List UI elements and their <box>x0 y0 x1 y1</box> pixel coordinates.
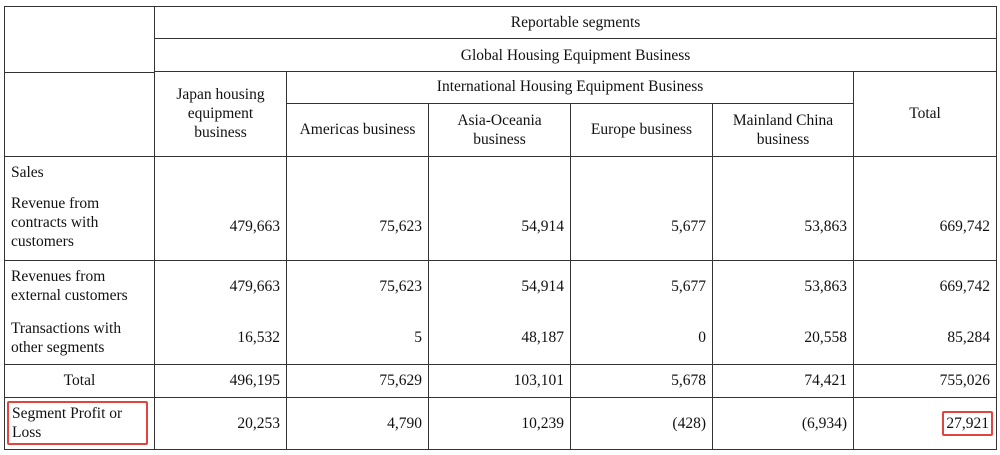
cell-value: 5,677 <box>570 155 713 261</box>
header-row-3: Japan housing equipment business Interna… <box>4 71 998 157</box>
cell-value: 75,623 <box>286 259 429 312</box>
cell-value: 669,742 <box>853 155 998 261</box>
header-mainland-china: Mainland China business <box>711 102 855 157</box>
row-label-sales-block: Sales Revenue from contracts with custom… <box>4 155 155 261</box>
cell-value: 20,558 <box>711 312 855 365</box>
cell-value: (428) <box>570 396 713 450</box>
row-label-sales: Sales <box>11 163 44 181</box>
cell-value: 16,532 <box>154 312 287 365</box>
header-total: Total <box>853 71 998 157</box>
header-reportable-segments: Reportable segments <box>153 6 998 39</box>
header-row-1: Reportable segments <box>4 6 998 73</box>
cell-value: 4,790 <box>286 396 429 450</box>
table-row: Revenues from external customers 479,663… <box>4 259 998 312</box>
segment-table-body: Japan housing equipment business Interna… <box>4 71 998 450</box>
corner-cell <box>4 6 155 73</box>
header-global-housing: Global Housing Equipment Business <box>153 38 998 72</box>
cell-value: 5,677 <box>570 259 713 312</box>
cell-value: 54,914 <box>428 259 571 312</box>
cell-value: 479,663 <box>154 259 287 312</box>
cell-value: 74,421 <box>711 363 855 398</box>
header-row-2: Global Housing Equipment Business <box>5 38 998 72</box>
cell-value: 85,284 <box>853 312 998 365</box>
row-label-total: Total <box>4 363 155 398</box>
cell-value: 53,863 <box>711 259 855 312</box>
cell-value: 75,623 <box>286 155 429 261</box>
header-japan-housing: Japan housing equipment business <box>154 71 287 157</box>
header-europe: Europe business <box>570 102 713 157</box>
cell-value: 479,663 <box>154 155 287 261</box>
corner-cell-lower <box>4 71 155 157</box>
cell-value: 48,187 <box>428 312 571 365</box>
row-label-segment-profit: Segment Profit or Loss <box>7 401 148 445</box>
header-americas: Americas business <box>286 102 429 157</box>
row-label-segment-profit-cell: Segment Profit or Loss <box>4 396 155 450</box>
table-row: Sales Revenue from contracts with custom… <box>4 155 998 261</box>
cell-value: 75,629 <box>286 363 429 398</box>
segment-table: Reportable segments Global Housing Equip… <box>4 6 998 73</box>
cell-value: 10,239 <box>428 396 571 450</box>
cell-value: 669,742 <box>853 259 998 312</box>
header-asia-oceania: Asia-Oceania business <box>428 102 571 157</box>
table-row: Segment Profit or Loss 20,253 4,790 10,2… <box>4 396 998 450</box>
cell-value: 5,678 <box>570 363 713 398</box>
header-international-housing: International Housing Equipment Business <box>285 71 855 104</box>
cell-value: 755,026 <box>853 363 998 398</box>
row-label-transactions-other: Transactions with other segments <box>4 312 155 365</box>
cell-value: 103,101 <box>428 363 571 398</box>
table-row: Total 496,195 75,629 103,101 5,678 74,42… <box>4 363 998 398</box>
row-label-revenue-contracts: Revenue from contracts with customers <box>11 194 100 250</box>
cell-value: (6,934) <box>711 396 855 450</box>
cell-value: 0 <box>570 312 713 365</box>
cell-value: 20,253 <box>154 396 287 450</box>
cell-value: 496,195 <box>154 363 287 398</box>
table-row: Transactions with other segments 16,532 … <box>4 312 998 365</box>
row-label-revenues-external: Revenues from external customers <box>4 259 155 312</box>
cell-value-total-highlight: 27,921 <box>853 396 998 450</box>
segment-profit-total-value: 27,921 <box>942 410 994 436</box>
cell-value: 54,914 <box>428 155 571 261</box>
header-row-4: Americas business Asia-Oceania business … <box>5 102 997 157</box>
cell-value: 5 <box>286 312 429 365</box>
header-japan-housing-text: Japan housing equipment business <box>176 85 265 141</box>
cell-value: 53,863 <box>711 155 855 261</box>
